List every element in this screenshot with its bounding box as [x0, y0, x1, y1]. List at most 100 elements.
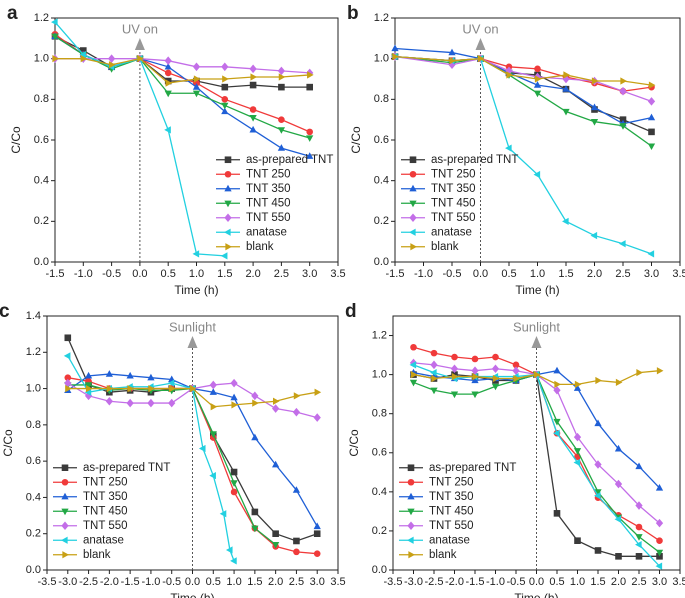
- legend-marker: [224, 184, 232, 192]
- legend-label: as-prepared TNT: [83, 462, 170, 474]
- data-point: [231, 401, 239, 409]
- y-tick-label: 0.4: [26, 491, 41, 503]
- data-point: [410, 370, 418, 379]
- legend-marker: [61, 536, 68, 544]
- data-point: [491, 364, 500, 374]
- y-tick-label: 0.8: [26, 419, 41, 431]
- data-point: [272, 541, 280, 549]
- x-tick-label: 2.5: [615, 268, 630, 280]
- data-point: [574, 537, 581, 544]
- y-tick-label: 0.2: [34, 215, 49, 227]
- data-point: [636, 369, 643, 377]
- data-point: [533, 81, 542, 88]
- annotation-arrow: [475, 38, 486, 50]
- annotation: UV on: [462, 21, 498, 36]
- x-tick-label: 2.5: [289, 576, 304, 588]
- data-point: [573, 458, 581, 467]
- legend-marker: [224, 228, 231, 236]
- data-point: [251, 391, 259, 401]
- annotation-arrow: [531, 336, 542, 348]
- x-tick-label: -0.5: [443, 268, 462, 280]
- data-point: [595, 376, 602, 385]
- data-point: [221, 96, 229, 103]
- y-tick-label: 0.2: [374, 215, 389, 227]
- data-point: [619, 123, 627, 130]
- data-point: [594, 489, 602, 496]
- data-point: [230, 488, 238, 496]
- x-tick-label: -0.5: [102, 268, 121, 280]
- y-axis-title: C/Co: [349, 126, 363, 154]
- legend-marker: [407, 508, 415, 516]
- data-point: [164, 126, 171, 134]
- x-tick-label: -1.5: [466, 576, 485, 588]
- legend-marker: [409, 184, 417, 192]
- legend-label: as-prepared TNT: [246, 154, 333, 166]
- y-axis-title: C/Co: [9, 126, 23, 154]
- data-point: [209, 388, 217, 395]
- x-tick-label: 1.5: [217, 268, 232, 280]
- x-tick-label: -1.0: [74, 268, 93, 280]
- data-point: [656, 537, 663, 545]
- data-point: [192, 90, 201, 98]
- y-tick-label: 1.2: [374, 12, 389, 24]
- series-line: [394, 55, 652, 147]
- data-point: [471, 355, 479, 363]
- panel-label: d: [345, 301, 357, 322]
- data-point: [84, 391, 93, 401]
- data-point: [472, 372, 479, 381]
- data-point: [573, 384, 582, 391]
- data-point: [252, 399, 259, 407]
- data-point: [219, 510, 227, 518]
- data-point: [251, 525, 259, 533]
- data-point: [620, 77, 627, 85]
- x-tick-label: -1.0: [141, 576, 160, 588]
- legend-marker: [61, 464, 69, 472]
- data-point: [591, 77, 599, 85]
- x-axis-title: Time (h): [174, 283, 218, 297]
- data-point: [635, 553, 643, 560]
- data-point: [306, 135, 314, 142]
- x-tick-label: 3.0: [310, 576, 325, 588]
- data-point: [222, 75, 229, 83]
- x-tick-label: -1.0: [414, 268, 433, 280]
- x-tick-label: -2.0: [445, 576, 464, 588]
- y-tick-label: 0.0: [374, 256, 389, 268]
- data-point: [614, 479, 623, 489]
- data-point: [594, 492, 601, 500]
- legend-marker: [407, 521, 415, 531]
- x-tick-label: -2.5: [79, 576, 98, 588]
- data-point: [450, 364, 459, 374]
- legend-label: TNT 350: [429, 491, 474, 503]
- legend-marker: [224, 200, 232, 208]
- x-tick-label: 3.0: [652, 576, 667, 588]
- x-tick-label: 3.5: [672, 268, 685, 280]
- y-tick-label: 1.0: [372, 369, 387, 381]
- data-point: [220, 252, 228, 260]
- data-point: [391, 44, 399, 52]
- panel: d0.00.20.40.60.81.01.2-3.5 -3.0 -2.5 -2.0 -1…: [345, 301, 685, 598]
- legend-marker: [61, 521, 69, 531]
- data-point: [448, 60, 456, 70]
- data-point: [84, 382, 93, 389]
- x-tick-label: 1.0: [189, 268, 204, 280]
- data-point: [614, 515, 622, 523]
- data-point: [553, 429, 560, 437]
- data-point: [64, 334, 72, 342]
- y-tick-label: 1.0: [374, 53, 389, 65]
- x-tick-label: -2.0: [100, 576, 119, 588]
- y-tick-label: 0.6: [372, 447, 387, 459]
- data-point: [273, 397, 280, 405]
- y-tick-label: 0.0: [372, 564, 387, 576]
- legend-label: TNT 550: [431, 212, 476, 224]
- data-point: [451, 372, 459, 381]
- x-tick-label: -3.5: [384, 576, 403, 588]
- data-point: [272, 404, 280, 413]
- data-point: [164, 56, 172, 65]
- data-point: [533, 370, 541, 379]
- data-point: [293, 392, 301, 400]
- data-point: [209, 380, 217, 390]
- data-point: [272, 460, 280, 468]
- y-tick-label: 1.2: [34, 12, 49, 24]
- legend-label: anatase: [431, 226, 472, 238]
- x-axis-title: Time (h): [514, 591, 558, 598]
